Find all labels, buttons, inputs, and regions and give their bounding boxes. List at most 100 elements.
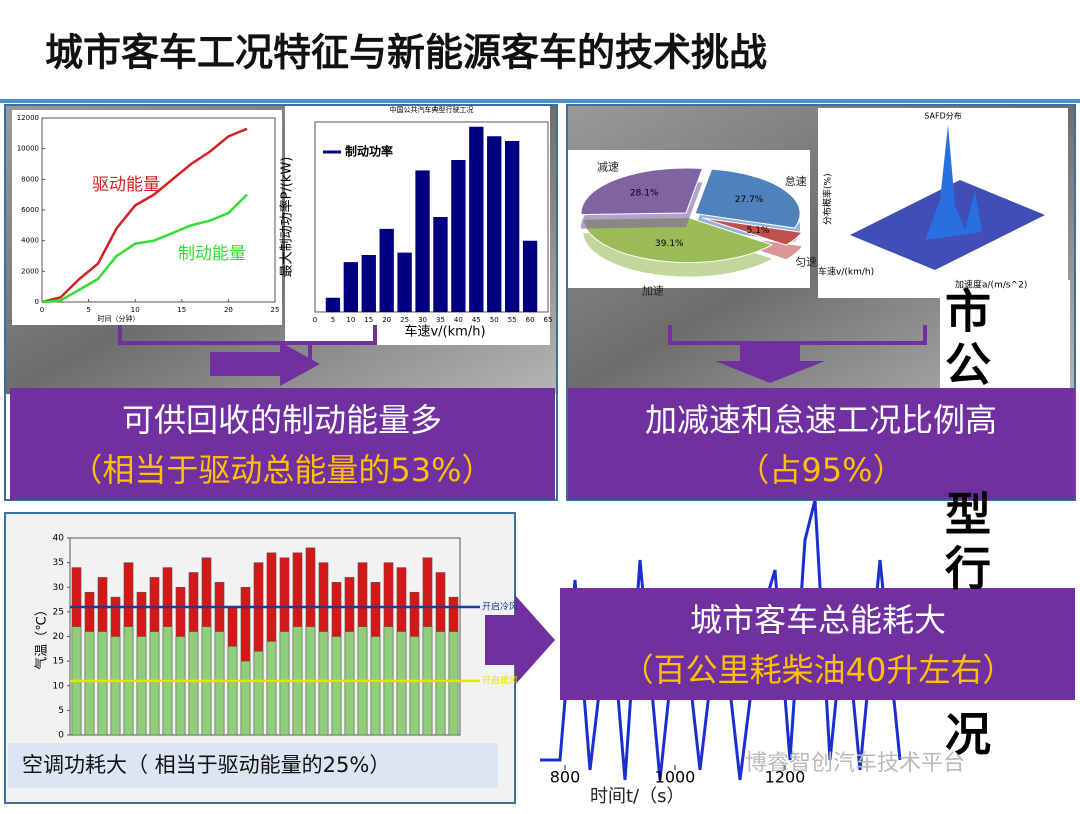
bar [97,631,108,736]
y-tick-label: 20 [53,632,65,642]
category-label: 减速 [597,161,619,174]
data-label: 28.1% [630,188,659,198]
pie-slice [580,167,704,216]
card [12,110,282,325]
y-tick-label: 12000 [17,114,39,122]
category-label: 加速 [642,285,664,298]
bar [253,651,264,736]
bar [136,636,147,736]
pie-slice [582,217,774,264]
series-line [41,127,248,304]
bar [279,631,290,736]
bar [396,631,407,736]
y-tick-label: 35 [53,558,64,568]
side-char: 公 [945,338,991,392]
x-tick-label: 10 [131,306,140,314]
x-tick-label: 0 [313,316,317,324]
callout-detail: （占95%） [737,451,904,489]
y-axis-label: 最大制动功率P/(kW) [279,157,295,278]
bar [522,240,538,312]
side-char: 市 [945,285,991,339]
data-label: 5.1% [747,226,770,236]
bar [149,631,160,736]
plot-frame [314,121,549,313]
bar [344,631,355,736]
x-tick-label: 5 [86,306,90,314]
y-tick-label: 0 [58,731,64,741]
x-tick-label: 50 [490,316,499,324]
x-tick-label: 20 [382,316,391,324]
bar [343,262,359,312]
bar [448,631,459,736]
surface-ylabel: 加速度a/(m/s^2) [955,279,1027,291]
y-tick-label: 8000 [21,175,39,183]
callout-detail: （相当于驱动总能量的53%） [70,451,493,489]
x-tick-label: 40 [454,316,463,324]
series-line [41,193,248,304]
y-tick-label: 40 [53,534,65,544]
surface-title: SAFD分布 [924,111,961,121]
x-tick-label: 25 [271,306,280,314]
side-char: 型 [945,488,991,542]
callout-detail: （百公里耗柴油40升左右） [622,651,1015,689]
bracket [668,325,927,345]
surface-zlabel: 分布概率(%) [822,173,834,225]
legend-label: 制动功率 [345,144,393,159]
x-tick-label: 35 [436,316,445,324]
x-tick-label: 60 [526,316,535,324]
ac-note: 空调功耗大（ 相当于驱动能量的25%） [22,753,390,777]
bar [110,636,121,736]
x-axis-label: 车速v/(km/h) [404,324,485,340]
y-tick-label: 4000 [21,237,39,245]
surface-peak [925,125,982,240]
bar [361,255,376,312]
y-tick-label: 5 [58,706,64,716]
bar [469,126,484,312]
x-tick-label: 45 [472,316,481,324]
reference-label: 开启冷风 [482,600,518,612]
surface-xlabel: 车速v/(km/h) [818,266,874,278]
y-tick-label: 0 [35,298,39,306]
bar [504,141,520,312]
callout-heading: 城市客车总能耗大 [690,601,946,639]
reference-label: 开启暖风 [482,674,518,686]
bar [175,636,186,736]
bar [397,252,412,312]
bar [214,631,225,736]
x-tick-label: 15 [177,306,186,314]
note-box [8,743,498,788]
bar [266,641,277,736]
category-label: 怠速 [785,174,807,188]
pie-slice [694,168,801,229]
legend-label: 制动能量 [178,244,246,264]
pie-slice [702,217,803,246]
x-axis-label: 时间（分钟） [98,314,140,323]
callout-heading: 可供回收的制动能量多 [122,401,442,439]
bg-xlabel: 时间t/（s） [590,786,685,807]
category-label: 匀速 [795,255,817,268]
x-tick-label: 5 [331,316,335,324]
bar [379,228,394,312]
bar [227,646,238,736]
bar [331,636,342,736]
x-tick-label: 10 [346,316,355,324]
watermark: 博睿智创汽车技术平台 [745,751,965,776]
arrow [210,342,320,386]
x-tick-label: 25 [400,316,409,324]
x-tick-label: 20 [224,306,233,314]
chart-title: 中国公共汽车典型行驶工况 [390,105,474,114]
x-tick-label: 1000 [655,768,696,787]
x-tick-label: 800 [550,768,581,787]
y-tick-label: 6000 [21,206,39,214]
callout [560,588,1075,700]
bar [433,217,448,312]
bar [188,631,199,736]
y-axis-label: 气温（℃） [34,603,50,670]
bar [325,297,341,312]
x-tick-label: 65 [544,316,553,324]
data-label: 27.7% [735,195,764,205]
callout [568,388,1075,500]
data-label: 39.1% [655,239,684,249]
slide-title: 城市客车工况特征与新能源客车的技术挑战 [45,31,767,75]
